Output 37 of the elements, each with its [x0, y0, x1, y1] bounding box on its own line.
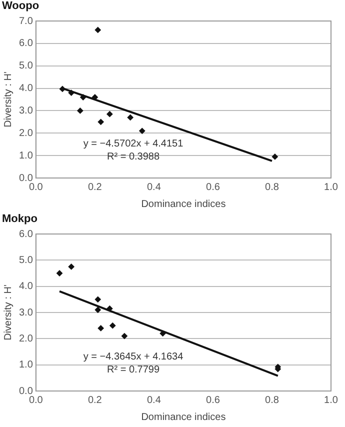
- chart-title: Woopo: [2, 0, 40, 12]
- x-tick-label: 0.4: [146, 394, 162, 406]
- y-tick-label: 3.0: [18, 105, 34, 116]
- annotation: y = −4.5702x + 4.4151: [83, 138, 184, 150]
- y-tick-label: 4.0: [18, 83, 34, 94]
- x-tick-label: 0.0: [28, 182, 44, 193]
- y-tick-label: 6.0: [18, 38, 34, 50]
- y-axis-title: Diversity : H': [2, 284, 14, 340]
- x-tick-label: 0.2: [88, 182, 102, 193]
- y-axis-title: Diversity : H': [2, 72, 14, 128]
- y-tick-label: 1.0: [18, 150, 34, 162]
- y-tick-label: 3.0: [18, 307, 34, 318]
- x-axis-title: Dominance indices: [141, 412, 226, 423]
- x-tick-label: 0.8: [265, 182, 280, 193]
- annotation: y = −4.3645x + 4.1634: [83, 352, 184, 363]
- x-tick-label: 1.0: [324, 394, 338, 406]
- y-tick-label: 0.0: [18, 172, 34, 184]
- x-axis-title: Dominance indices: [141, 198, 226, 210]
- y-tick-label: 7.0: [18, 16, 34, 27]
- x-tick-label: 0.0: [28, 394, 44, 406]
- y-tick-label: 2.0: [18, 128, 34, 139]
- x-tick-label: 0.6: [206, 182, 220, 193]
- y-tick-label: 2.0: [18, 333, 34, 344]
- y-tick-label: 1.0: [18, 360, 34, 371]
- y-tick-label: 5.0: [18, 254, 34, 266]
- x-tick-label: 1.0: [324, 182, 338, 193]
- x-tick-label: 0.2: [88, 394, 102, 406]
- x-tick-label: 0.8: [265, 394, 280, 406]
- y-tick-label: 4.0: [18, 281, 34, 292]
- chart-title: Mokpo: [2, 213, 38, 225]
- x-tick-label: 0.6: [206, 394, 220, 406]
- y-tick-label: 0.0: [18, 386, 34, 397]
- annotation: R² = 0.3988: [107, 152, 160, 163]
- x-tick-label: 0.4: [146, 182, 162, 193]
- y-tick-label: 6.0: [18, 228, 34, 240]
- y-tick-label: 5.0: [18, 60, 34, 72]
- annotation: R² = 0.7799: [107, 364, 160, 376]
